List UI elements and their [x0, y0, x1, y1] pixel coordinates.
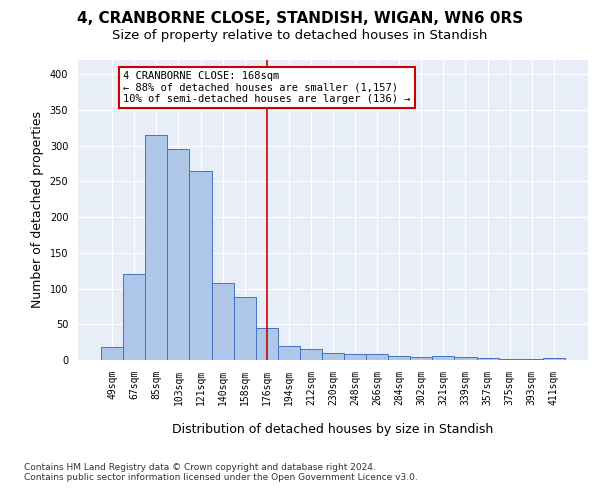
Text: 4, CRANBORNE CLOSE, STANDISH, WIGAN, WN6 0RS: 4, CRANBORNE CLOSE, STANDISH, WIGAN, WN6… [77, 11, 523, 26]
Text: Size of property relative to detached houses in Standish: Size of property relative to detached ho… [112, 29, 488, 42]
Text: 4 CRANBORNE CLOSE: 168sqm
← 88% of detached houses are smaller (1,157)
10% of se: 4 CRANBORNE CLOSE: 168sqm ← 88% of detac… [123, 70, 411, 104]
Bar [344, 354, 366, 360]
Text: Distribution of detached houses by size in Standish: Distribution of detached houses by size … [172, 422, 494, 436]
Bar [499, 358, 521, 360]
Bar [410, 357, 433, 360]
Bar [388, 356, 410, 360]
Bar [145, 135, 167, 360]
Text: Contains HM Land Registry data © Crown copyright and database right 2024.
Contai: Contains HM Land Registry data © Crown c… [24, 462, 418, 482]
Bar [543, 358, 565, 360]
Bar [322, 353, 344, 360]
Bar [167, 150, 190, 360]
Bar [233, 297, 256, 360]
Bar [212, 283, 233, 360]
Bar [256, 328, 278, 360]
Bar [101, 347, 123, 360]
Bar [454, 357, 476, 360]
Bar [366, 354, 388, 360]
Bar [433, 356, 454, 360]
Bar [300, 348, 322, 360]
Bar [123, 274, 145, 360]
Bar [190, 170, 212, 360]
Y-axis label: Number of detached properties: Number of detached properties [31, 112, 44, 308]
Bar [278, 346, 300, 360]
Bar [476, 358, 499, 360]
